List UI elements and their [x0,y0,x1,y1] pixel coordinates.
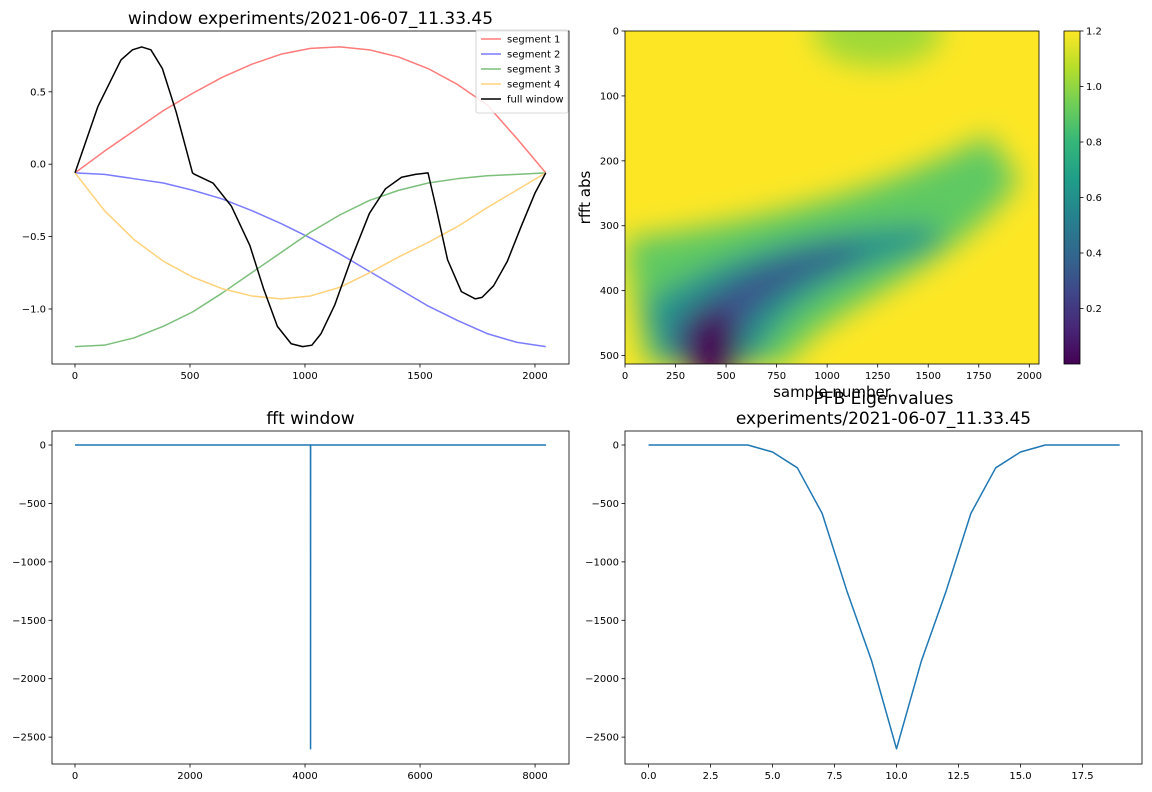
y-tick-label: 500 [600,351,619,362]
y-tick-label: 0.5 [30,87,46,98]
chart-title: experiments/2021-06-07_11.33.45 [736,409,1031,429]
y-tick-label: 0 [40,441,46,452]
y-tick-label: 400 [600,286,619,297]
x-tick-label: 500 [717,371,736,382]
y-tick-label: −2000 [585,674,619,685]
axes-frame [51,430,570,765]
y-tick-label: −2500 [12,733,46,744]
legend: segment 1 segment 2 segment 3 segment 4 full… [475,29,569,114]
y-tick-label: 100 [600,91,619,102]
heatmap-field [625,31,1020,364]
y-tick-label: −1.0 [22,304,46,315]
x-tick-label: 2.5 [703,771,719,782]
x-axis-label: sample number [773,383,892,401]
colorbar-tick-label: 1.2 [1086,27,1102,38]
y-tick-label: −0.5 [22,232,46,243]
x-tick-label: 8000 [522,771,547,782]
axes-frame [624,30,1040,365]
x-tick-label: 1750 [966,371,991,382]
x-tick-label: 750 [767,371,786,382]
x-tick-label: 1500 [915,371,940,382]
x-tick-label: 7.5 [827,771,843,782]
x-tick-label: 0 [72,371,78,382]
heatmap-image [625,31,1039,364]
series-line-full-window [74,46,547,348]
x-tick-label: 6000 [407,771,432,782]
chart-title: fft window [266,409,354,429]
colorbar-tick-label: 0.6 [1086,193,1102,204]
legend-label: segment 4 [507,80,560,91]
x-tick-label: 0 [72,771,78,782]
x-tick-label: 10.0 [885,771,907,782]
x-tick-label: 0.0 [641,771,657,782]
chart-fft-window: 0 2000 4000 6000 8000 −2500 −2000 −1500 −1000 −50… [12,409,570,782]
x-tick-label: 17.5 [1071,771,1093,782]
series-line-segment-1 [74,46,547,174]
colorbar: 0.2 0.4 0.6 0.8 1.0 1.2 [1063,27,1102,365]
series-line-0 [648,444,1120,750]
y-tick-label: 300 [600,221,619,232]
series-line-segment-2 [74,172,546,348]
series-line-0 [75,444,547,750]
y-tick-label: 200 [600,156,619,167]
y-tick-label: −2000 [12,674,46,685]
legend-label: segment 2 [507,50,560,61]
axes-frame [51,30,570,365]
colorbar-tick-label: 0.2 [1086,304,1102,315]
x-tick-label: 500 [180,371,199,382]
legend-label: full window [507,95,564,106]
axes-frame [624,430,1143,765]
chart-rfft-heatmap: 0 250 500 750 1000 1250 1500 1750 2000 0 100 200 300… [576,27,1102,402]
chart-pfb-eigenvalues: 0.0 2.5 5.0 7.5 10.0 12.5 15.0 17.5 −2500 −2000 −1… [585,389,1143,782]
x-tick-label: 1000 [292,371,317,382]
x-tick-label: 1250 [865,371,890,382]
x-tick-label: 1000 [814,371,839,382]
x-tick-label: 1500 [407,371,432,382]
y-tick-label: −1000 [585,557,619,568]
colorbar-gradient [1063,30,1081,365]
x-tick-label: 2000 [177,771,202,782]
y-tick-label: −1500 [12,616,46,627]
y-tick-label: −2500 [585,733,619,744]
x-tick-label: 0 [622,371,628,382]
y-tick-label: 0 [613,27,619,38]
y-tick-label: 0 [613,441,619,452]
y-tick-label: 0.0 [30,160,46,171]
legend-box [475,29,569,114]
x-tick-label: 5.0 [765,771,781,782]
colorbar-tick-label: 0.8 [1086,138,1102,149]
x-tick-label: 15.0 [1009,771,1031,782]
x-tick-label: 4000 [292,771,317,782]
colorbar-tick-label: 1.0 [1086,82,1102,93]
x-tick-label: 250 [666,371,685,382]
chart-title: window experiments/2021-06-07_11.33.45 [128,9,493,29]
series-line-segment-4 [74,172,547,300]
y-tick-label: −1000 [12,557,46,568]
legend-label: segment 1 [507,35,560,46]
x-tick-label: 2000 [1017,371,1042,382]
chart-window-segments: 0 500 1000 1500 2000 −1.0 −0.5 0.0 0.5 window exp… [22,9,570,382]
y-tick-label: −1500 [585,616,619,627]
series-line-segment-3 [74,172,546,348]
colorbar-tick-label: 0.4 [1086,249,1102,260]
y-tick-label: −500 [19,499,46,510]
y-axis-label: rfft abs [576,170,594,224]
x-tick-label: 2000 [522,371,547,382]
x-tick-label: 12.5 [947,771,969,782]
legend-label: segment 3 [507,65,560,76]
y-tick-label: −500 [592,499,619,510]
chart-title: PFB Eigenvalues [814,389,954,409]
